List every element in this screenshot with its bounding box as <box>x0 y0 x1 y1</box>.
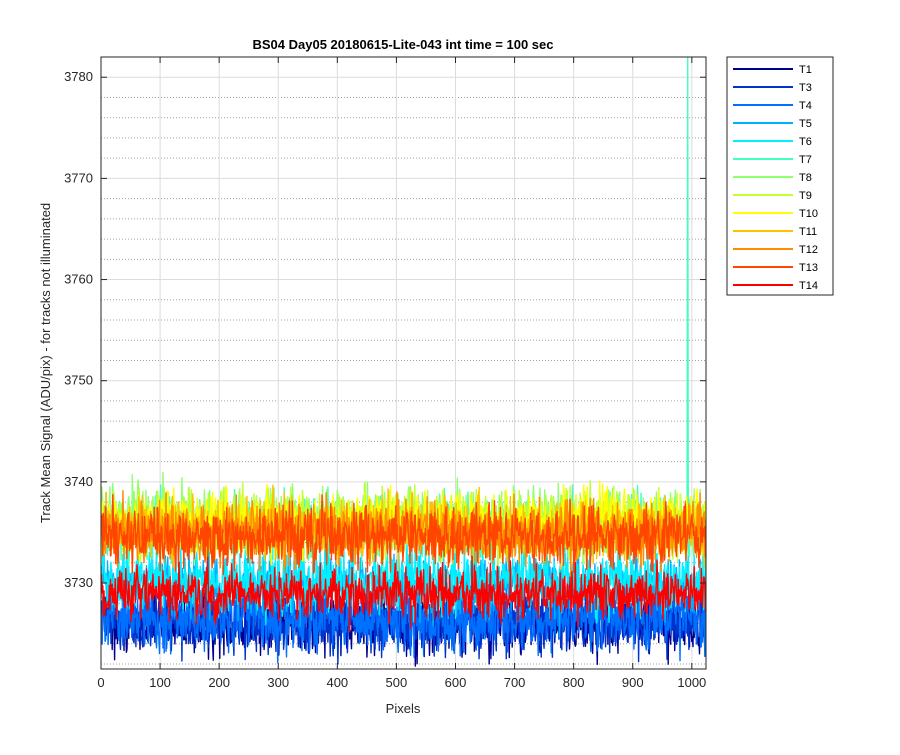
x-tick-label: 0 <box>97 675 104 690</box>
y-tick-label: 3740 <box>64 474 93 489</box>
legend-label-t8: T8 <box>799 172 812 184</box>
series-layer <box>101 57 706 667</box>
x-tick-label: 100 <box>149 675 171 690</box>
axis-ticks <box>100 57 706 669</box>
legend-label-t1: T1 <box>799 64 812 76</box>
legend-label-t13: T13 <box>799 262 818 274</box>
legend-label-t5: T5 <box>799 118 812 130</box>
legend-label-t9: T9 <box>799 190 812 202</box>
x-tick-label: 400 <box>326 675 348 690</box>
legend-label-t6: T6 <box>799 136 812 148</box>
legend-label-t11: T11 <box>799 226 817 238</box>
plot-frame <box>100 56 707 670</box>
legend-label-t14: T14 <box>799 280 818 292</box>
legend-label-t3: T3 <box>799 82 812 94</box>
legend-label-t10: T10 <box>799 208 818 220</box>
y-tick-labels: 3730 3740 3750 3760 3770 3780 <box>64 69 93 590</box>
y-axis-label: Track Mean Signal (ADU/pix) - for tracks… <box>38 203 53 523</box>
legend: T1 T3 T4 T5 T6 T7 T8 T9 T10 T11 T12 T13 T14 <box>726 56 834 296</box>
legend-label-t4: T4 <box>799 100 812 112</box>
x-tick-label: 500 <box>386 675 408 690</box>
x-tick-label: 200 <box>208 675 230 690</box>
x-tick-label: 1000 <box>677 675 706 690</box>
x-tick-label: 900 <box>622 675 644 690</box>
y-tick-label: 3770 <box>64 170 93 185</box>
legend-label-t7: T7 <box>799 154 812 166</box>
series-line-t14 <box>101 555 706 633</box>
x-tick-labels: 0 100 200 300 400 500 600 700 800 900 1000 <box>97 675 706 690</box>
x-axis-label: Pixels <box>386 701 421 716</box>
x-tick-label: 600 <box>445 675 467 690</box>
x-tick-label: 700 <box>504 675 526 690</box>
series-line-t13 <box>101 494 706 576</box>
legend-label-t12: T12 <box>799 244 818 256</box>
y-tick-label: 3750 <box>64 373 93 388</box>
chart-title: BS04 Day05 20180615-Lite-043 int time = … <box>253 37 554 52</box>
y-tick-label: 3760 <box>64 272 93 287</box>
y-tick-label: 3780 <box>64 69 93 84</box>
x-tick-label: 800 <box>563 675 585 690</box>
x-tick-label: 300 <box>267 675 289 690</box>
y-tick-label: 3730 <box>64 575 93 590</box>
